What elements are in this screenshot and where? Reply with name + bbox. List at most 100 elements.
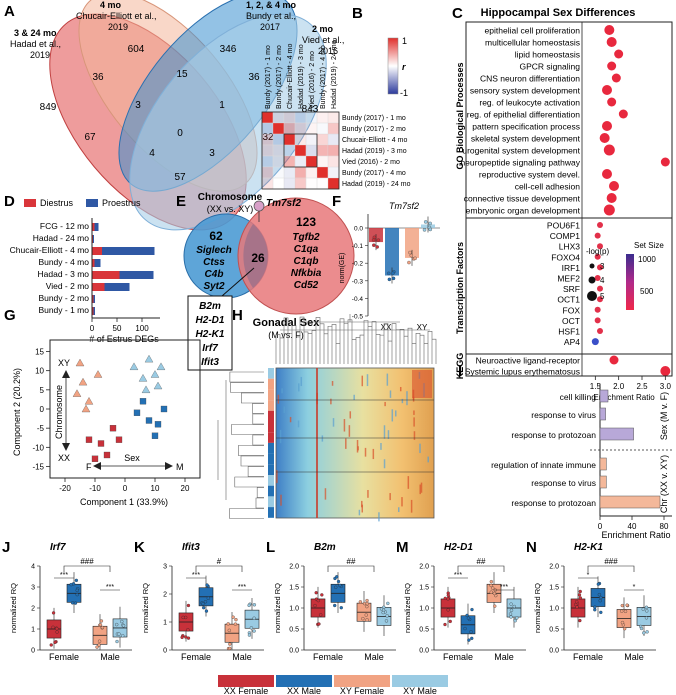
chr-gene: C4b — [205, 269, 224, 280]
qpcr-gene-title: H2-D1 — [444, 542, 473, 553]
pca-xx: XX — [58, 453, 70, 463]
pca-point — [156, 362, 166, 370]
qpcr-point — [448, 619, 452, 624]
estrus-bar-proestrus — [94, 259, 101, 267]
estrus-xaxis: 0 50 100 — [90, 318, 149, 333]
pca-point — [139, 398, 147, 405]
heatmap-stripe — [427, 456, 429, 463]
go-xtick-label: 3.0 — [660, 382, 672, 391]
heatmap-stripe — [383, 459, 386, 469]
qpcr-ytick-label: 1.0 — [549, 606, 559, 613]
qpcr-point — [508, 612, 513, 616]
corr-row-label: Hadad (2019) - 24 mo — [342, 181, 411, 188]
qpcr-ytick-label: 2.0 — [289, 564, 299, 571]
qpcr-ytick-label: 0.5 — [289, 627, 299, 634]
corr-cell — [316, 111, 329, 124]
qpcr-point — [95, 645, 99, 649]
heatmap-stripe — [349, 411, 352, 419]
estrus-bar-diestrus — [92, 295, 94, 303]
panel-d-estrus: D Diestrus Proestrus FCG - 12 mo Hadad - … — [4, 193, 160, 344]
go-term-dot — [614, 49, 624, 59]
go-term-label: reproductive system devel. — [479, 170, 580, 180]
tm7-point — [371, 238, 376, 242]
qpcr-point — [338, 583, 342, 588]
qpcr-group-label: Male — [364, 652, 384, 662]
heatmap-stripe — [410, 499, 413, 513]
qpcr-point — [365, 601, 369, 606]
qpcr-ytick-label: 0.0 — [549, 648, 559, 655]
chr-gene: Siglech — [196, 245, 232, 256]
heatmap-stripe — [345, 438, 347, 449]
qpcr-point — [625, 603, 629, 607]
go-term-label: reg. of leukocyte activation — [479, 98, 580, 108]
qpcr-point — [493, 604, 497, 608]
panel-f-tm7sf2: F Tm7sf2 norm(GE) 0.0 -0.1 -0.2 -0.3 -0.4 -0.… — [332, 193, 440, 332]
go-term-label: LHX3 — [559, 242, 581, 252]
go-term-dot — [602, 85, 612, 95]
pca-xtick-label: 20 — [181, 484, 190, 493]
qpcr-point — [49, 643, 53, 647]
go-term-dot — [603, 204, 615, 216]
qpcr-point — [446, 593, 450, 597]
qpcr-point — [227, 628, 231, 632]
qpcr-point — [121, 634, 125, 638]
qpcr-point — [578, 618, 582, 623]
estrus-legend-diestrus: Diestrus — [40, 198, 74, 208]
go-term-dot — [597, 264, 603, 271]
enrich-bar — [599, 495, 661, 509]
go-term-dot — [603, 144, 615, 156]
heatmap-sample-swatch — [268, 496, 274, 508]
corr-cell — [316, 155, 329, 168]
panel-label-i: I — [458, 363, 462, 380]
corr-scale-min: -1 — [400, 88, 408, 98]
tm7-point — [391, 271, 395, 276]
corr-matrix — [261, 111, 340, 190]
panel-label-b: B — [352, 5, 363, 22]
gon-gene: Cd52 — [294, 280, 319, 291]
qpcr-point — [623, 627, 627, 631]
callout-dot — [253, 200, 265, 212]
corr-cell — [327, 166, 340, 179]
qpcr-panel-ifit3: K Ifit3 normalized RQ 0 1 2 3 Female Male # *** *** — [134, 539, 264, 662]
go-setsize-title: Set Size — [634, 241, 664, 250]
venn-label-bundy-year: 2017 — [260, 22, 280, 32]
dendrogram-lines — [217, 371, 264, 519]
venn-label-hadad-year: 2019 — [30, 50, 50, 60]
tm7-point — [391, 276, 396, 281]
qpcr-sig-bracket — [327, 565, 375, 572]
qpcr-point — [596, 582, 600, 586]
shared-gene: H2-K1 — [196, 329, 225, 340]
tm7-point — [408, 250, 412, 255]
corr-col-label: Vied (2016) - 2 mo — [309, 51, 316, 109]
go-term-label: GPCR signaling — [520, 62, 581, 72]
qpcr-point — [317, 622, 321, 626]
corr-colorbar — [387, 37, 399, 95]
gon-gene: Tgfb2 — [292, 232, 320, 243]
qpcr-point — [467, 638, 471, 642]
venn-count: 32 — [262, 132, 274, 143]
tm7-ytick-label: -0.4 — [352, 296, 364, 303]
qpcr-group-label: Male — [494, 652, 514, 662]
pca-point — [154, 421, 162, 428]
qpcr-point — [252, 629, 256, 633]
panel-label-d: D — [4, 193, 15, 210]
panel-b-correlation: B Bundy (2017) - 1 mo Bundy (2017) - 2 mo… — [261, 5, 411, 190]
qpcr-sig-bracket — [195, 565, 243, 572]
panel-e-venn: E Chromosome (XX vs. XY) Tm7sf2 62 Sigle… — [176, 192, 355, 371]
qpcr-point — [231, 615, 235, 619]
tm7-ytick-label: 0.0 — [354, 226, 363, 233]
heatmap-stripe — [353, 394, 355, 400]
go-term-label: FOXO4 — [551, 252, 580, 262]
corr-cell — [272, 122, 285, 135]
pca-ytick-label: -10 — [32, 443, 44, 452]
heatmap-sample-swatch — [268, 442, 274, 454]
corr-cell — [283, 155, 296, 168]
estrus-bar-diestrus — [92, 283, 105, 291]
chr-only-count: 62 — [209, 229, 223, 243]
corr-row-label: Bundy (2017) - 1 mo — [342, 115, 406, 122]
qpcr-ytick-label: 2.0 — [419, 564, 429, 571]
enrich-xlabel: Enrichment Ratio — [601, 530, 670, 540]
qpcr-point — [252, 616, 256, 620]
venn-label-hadad-source: Hadad et al., — [10, 39, 61, 49]
